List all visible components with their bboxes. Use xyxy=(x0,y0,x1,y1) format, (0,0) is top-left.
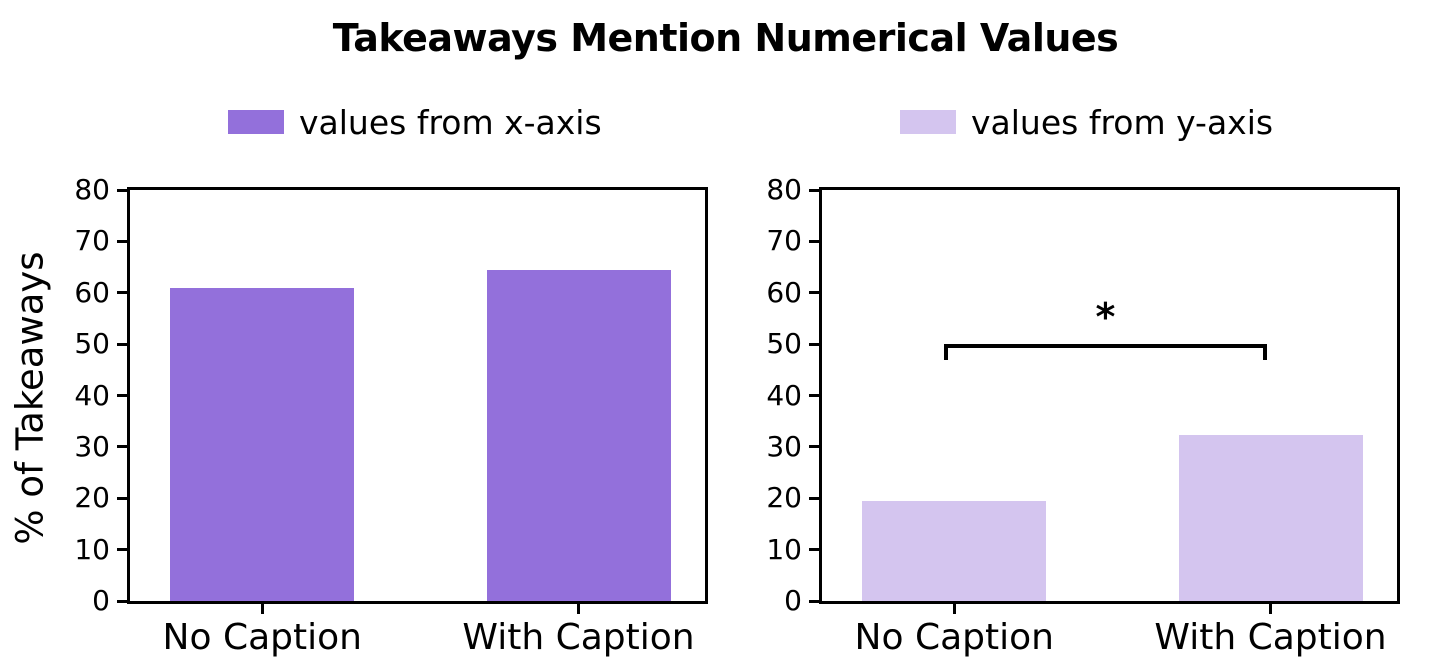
y-tick-label: 30 xyxy=(766,429,802,463)
y-tick-mark xyxy=(809,342,819,346)
legend-label-x-axis: values from x-axis xyxy=(299,102,602,142)
y-tick-label: 50 xyxy=(74,327,110,361)
y-tick-mark xyxy=(117,291,127,295)
y-tick-label: 60 xyxy=(766,275,802,309)
x-tick-mark xyxy=(1269,604,1272,614)
y-tick-mark xyxy=(117,239,127,243)
y-tick-label: 50 xyxy=(766,327,802,361)
legend-y-axis: values from y-axis xyxy=(900,102,1274,142)
y-tick-mark xyxy=(809,496,819,500)
y-tick-mark xyxy=(809,239,819,243)
y-tick-label: 40 xyxy=(766,378,802,412)
y-tick-mark xyxy=(117,548,127,552)
x-tick-mark xyxy=(577,604,580,614)
y-tick-label: 20 xyxy=(74,481,110,515)
y-tick-label: 0 xyxy=(92,584,110,617)
y-tick-mark xyxy=(117,394,127,397)
legend-swatch-y-axis xyxy=(900,110,956,134)
x-tick-label: No Caption xyxy=(162,617,362,658)
x-tick-label: No Caption xyxy=(854,617,1054,658)
y-tick-mark xyxy=(809,188,819,192)
right-chart-panel: 0 10 20 30 40 50 60 70 80 No Caption With Caption * xyxy=(766,173,1400,658)
legend-swatch-x-axis xyxy=(228,110,284,134)
y-tick-label: 10 xyxy=(74,532,110,566)
significance-bracket-leg xyxy=(944,344,949,360)
y-tick-label: 70 xyxy=(766,224,802,258)
bar xyxy=(486,269,671,601)
y-tick-label: 40 xyxy=(74,378,110,412)
y-tick-mark xyxy=(117,445,127,449)
y-tick-mark xyxy=(117,342,127,346)
y-tick-mark xyxy=(809,548,819,552)
bar xyxy=(862,500,1047,601)
y-tick-mark xyxy=(117,599,127,603)
significance-bracket xyxy=(944,344,1267,349)
x-tick-mark xyxy=(952,604,956,614)
y-tick-label: 10 xyxy=(766,532,802,566)
y-tick-mark xyxy=(809,291,819,295)
x-tick-mark xyxy=(260,604,264,614)
legend-label-y-axis: values from y-axis xyxy=(971,102,1274,142)
chart-title: Takeaways Mention Numerical Values xyxy=(332,16,1119,60)
y-tick-label: 20 xyxy=(766,481,802,515)
y-tick-label: 0 xyxy=(784,584,802,617)
significance-bracket-leg xyxy=(1262,344,1267,360)
x-tick-label: With Caption xyxy=(1154,617,1387,658)
y-tick-label: 60 xyxy=(74,275,110,309)
x-tick-label: With Caption xyxy=(462,617,695,658)
y-tick-mark xyxy=(809,599,819,603)
y-tick-mark xyxy=(809,394,819,397)
y-tick-label: 80 xyxy=(766,173,802,206)
significance-star: * xyxy=(1095,295,1116,340)
legend-x-axis: values from x-axis xyxy=(228,102,602,142)
y-tick-label: 80 xyxy=(74,173,110,206)
y-tick-mark xyxy=(117,496,127,500)
y-tick-label: 30 xyxy=(74,429,110,463)
bar xyxy=(170,287,355,601)
y-tick-mark xyxy=(809,445,819,449)
y-tick-label: 70 xyxy=(74,224,110,258)
y-tick-mark xyxy=(117,188,127,192)
left-chart-panel: 0 10 20 30 40 50 60 70 80 No Caption With Caption xyxy=(74,173,708,658)
bar xyxy=(1178,435,1363,601)
